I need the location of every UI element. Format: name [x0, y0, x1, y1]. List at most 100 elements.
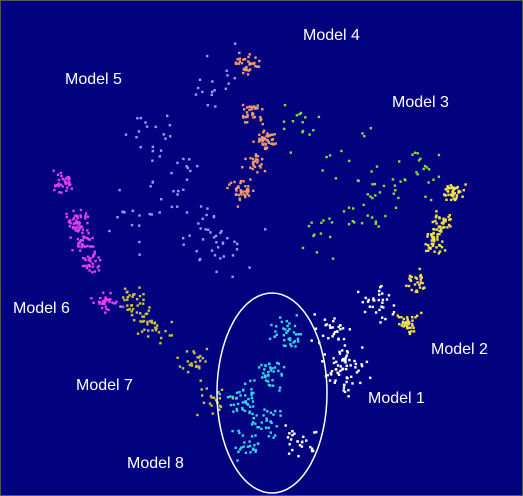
point-model-4: [264, 143, 267, 146]
point-model-7: [199, 379, 202, 382]
point-model-7: [192, 350, 195, 353]
point-model-4: [238, 51, 241, 55]
label-model-1: Model 1: [368, 390, 425, 407]
point-model-3: [321, 169, 324, 172]
point-model-3: [374, 222, 377, 225]
point-model-4: [228, 183, 231, 186]
point-model-6: [88, 269, 91, 272]
point-model-6: [108, 300, 111, 303]
point-model-3: [397, 196, 400, 200]
point-model-6: [82, 244, 85, 247]
point-model-4: [260, 118, 263, 121]
point-model-2: [444, 218, 447, 221]
point-model-8: [274, 409, 277, 413]
point-model-4: [246, 188, 249, 191]
point-model-4: [235, 189, 238, 192]
point-model-6: [75, 222, 78, 225]
point-model-4: [274, 142, 277, 145]
point-model-6: [78, 222, 81, 225]
point-model-3: [392, 192, 395, 195]
point-model-5: [176, 161, 179, 165]
point-model-4: [260, 163, 263, 166]
point-model-6: [89, 260, 92, 263]
point-model-2: [432, 228, 435, 231]
point-model-3: [307, 224, 311, 228]
point-model-1: [338, 350, 341, 353]
point-model-1: [286, 436, 290, 439]
point-model-4: [255, 158, 258, 161]
point-model-5: [198, 78, 202, 81]
point-model-1: [359, 381, 362, 385]
point-model-2: [443, 193, 446, 196]
point-model-5: [185, 165, 188, 168]
point-model-8: [269, 369, 273, 372]
point-model-4: [254, 56, 257, 59]
point-model-8: [264, 364, 267, 367]
point-model-8: [282, 344, 286, 347]
point-model-6: [80, 225, 84, 228]
point-model-8: [271, 384, 275, 387]
point-model-3: [325, 155, 328, 159]
point-model-7: [196, 356, 199, 359]
point-model-8: [293, 324, 297, 328]
point-model-6: [90, 245, 93, 248]
point-model-1: [380, 284, 383, 288]
point-model-3: [423, 164, 427, 168]
point-model-6: [109, 298, 112, 301]
point-model-4: [253, 107, 257, 110]
point-model-7: [142, 302, 145, 305]
point-model-5: [216, 246, 220, 249]
point-model-6: [86, 229, 89, 232]
point-model-2: [408, 274, 412, 278]
point-model-6: [56, 184, 59, 187]
point-model-8: [231, 429, 234, 433]
point-model-5: [201, 90, 204, 94]
point-model-8: [288, 322, 291, 325]
point-model-6: [101, 302, 104, 306]
point-model-5: [206, 207, 209, 210]
point-model-2: [408, 330, 411, 334]
point-model-8: [287, 337, 291, 341]
point-model-2: [433, 250, 436, 253]
point-model-6: [99, 259, 102, 262]
point-model-7: [168, 334, 171, 337]
point-model-6: [75, 219, 78, 222]
point-model-6: [76, 215, 79, 218]
point-model-8: [275, 333, 278, 336]
point-model-2: [439, 228, 443, 231]
point-model-1: [345, 380, 348, 384]
point-model-1: [297, 455, 300, 458]
point-model-3: [315, 251, 319, 254]
point-model-4: [254, 65, 257, 68]
point-model-4: [265, 134, 268, 138]
point-model-6: [79, 208, 83, 212]
point-model-3: [393, 184, 397, 187]
point-model-5: [158, 211, 161, 214]
point-model-2: [450, 186, 454, 190]
point-model-4: [252, 189, 255, 192]
point-model-1: [344, 356, 348, 359]
point-model-7: [147, 329, 150, 332]
point-model-2: [406, 318, 409, 321]
points-layer: [52, 42, 467, 462]
point-model-5: [170, 171, 173, 175]
point-model-5: [211, 80, 214, 83]
point-model-1: [366, 300, 370, 303]
point-model-7: [170, 320, 173, 324]
point-model-4: [257, 65, 261, 68]
point-model-7: [194, 360, 197, 364]
point-model-8: [264, 374, 267, 377]
point-model-2: [447, 215, 450, 219]
point-model-5: [189, 169, 192, 173]
point-model-3: [319, 232, 323, 235]
point-model-8: [280, 374, 283, 377]
point-model-6: [109, 291, 112, 295]
point-model-6: [78, 223, 81, 226]
point-model-7: [186, 360, 189, 363]
point-model-8: [276, 361, 279, 365]
point-model-5: [196, 86, 200, 90]
point-model-2: [444, 220, 447, 223]
point-model-4: [246, 190, 250, 193]
point-model-8: [277, 362, 280, 365]
point-model-8: [269, 420, 272, 423]
